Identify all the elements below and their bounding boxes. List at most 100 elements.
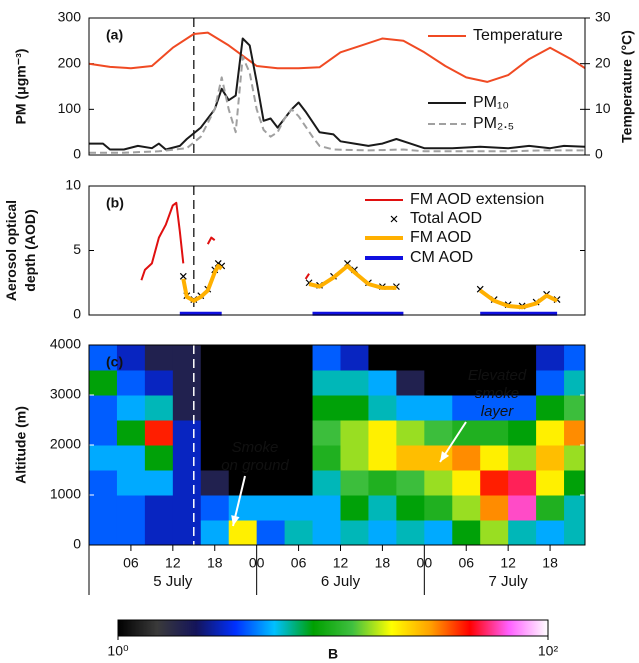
- heatmap-cell: [452, 345, 481, 371]
- heatmap-cell: [116, 370, 146, 396]
- x-tick-label: 06: [458, 555, 474, 571]
- y-tick-label: 0: [73, 146, 81, 162]
- heatmap-cell: [256, 345, 286, 371]
- heatmap-cell: [284, 470, 314, 496]
- heatmap-cell: [144, 470, 174, 496]
- heatmap-cell: [116, 495, 146, 521]
- legend-label: Total AOD: [410, 210, 482, 227]
- heatmap-cell: [228, 445, 258, 471]
- heatmap-cell: [452, 470, 481, 496]
- heatmap-cell: [340, 520, 369, 545]
- heatmap-cell: [144, 520, 174, 545]
- heatmap-cell: [116, 420, 146, 446]
- colorbar-label: B: [328, 646, 338, 662]
- plot-frame: [88, 344, 586, 546]
- legend-label: FM AOD: [410, 229, 471, 246]
- legend-label: PM₁₀: [473, 94, 509, 111]
- annotation-arrowhead: [231, 515, 240, 526]
- heatmap-cell: [200, 420, 230, 446]
- heatmap-cell: [480, 470, 509, 496]
- heatmap-cell: [564, 470, 585, 496]
- heatmap-cell: [536, 395, 565, 421]
- heatmap-cell: [228, 420, 258, 446]
- y-axis-title: Aerosol optical: [3, 200, 19, 301]
- heatmap-cell: [172, 345, 202, 371]
- heatmap-cell: [312, 520, 341, 545]
- heatmap-cell: [284, 370, 314, 396]
- heatmap-cell: [508, 470, 537, 496]
- series-line: [89, 37, 586, 151]
- heatmap-cell: [144, 445, 174, 471]
- day-label: 5 July: [153, 573, 193, 590]
- heatmap-cell: [172, 370, 202, 396]
- y-tick-label: 10: [65, 177, 81, 193]
- annotation: layer: [481, 403, 515, 420]
- heatmap-cell: [480, 445, 509, 471]
- heatmap-cell: [89, 345, 118, 371]
- series-line: [89, 55, 585, 154]
- y2-axis-title: Temperature (°C): [619, 30, 635, 143]
- heatmap-cell: [396, 370, 425, 396]
- heatmap-cell: [424, 345, 453, 371]
- heatmap-cell: [172, 470, 202, 496]
- heatmap-cell: [424, 395, 453, 421]
- annotation: on ground: [221, 457, 289, 474]
- heatmap-cell: [424, 370, 453, 396]
- heatmap-cell: [564, 495, 585, 521]
- heatmap-cell: [564, 395, 585, 421]
- heatmap-cell: [508, 370, 537, 396]
- heatmap-cell: [396, 420, 425, 446]
- annotation: Smoke: [232, 439, 279, 456]
- heatmap-cell: [340, 420, 369, 446]
- y-tick-label: 5: [73, 241, 81, 257]
- series-line: [88, 31, 586, 83]
- panel-label: (c): [106, 354, 123, 370]
- heatmap-cell: [368, 470, 397, 496]
- x-tick-label: 12: [165, 555, 181, 571]
- heatmap-cell: [368, 395, 397, 421]
- x-tick-label: 06: [291, 555, 307, 571]
- heatmap-cell: [396, 345, 425, 371]
- heatmap-cell: [200, 370, 230, 396]
- heatmap-cell: [89, 445, 118, 471]
- heatmap-cell: [312, 470, 341, 496]
- heatmap-cell: [284, 345, 314, 371]
- heatmap-cell: [340, 495, 369, 521]
- day-label: 7 July: [489, 573, 529, 590]
- heatmap-cell: [564, 370, 585, 396]
- heatmap-cell: [508, 495, 537, 521]
- x-tick-label: 06: [123, 555, 139, 571]
- series-line: [181, 264, 558, 310]
- heatmap-cell: [284, 420, 314, 446]
- legend-marker: [390, 215, 398, 223]
- heatmap-cell: [89, 370, 118, 396]
- heatmap-cell: [368, 520, 397, 545]
- heatmap-cell: [452, 395, 481, 421]
- heatmap-cell: [564, 445, 585, 471]
- series-line: [140, 201, 310, 281]
- panel-label: (a): [106, 27, 123, 43]
- heatmap-cell: [536, 370, 565, 396]
- legend-label: CM AOD: [410, 249, 473, 266]
- panel-label: (b): [106, 195, 124, 211]
- heatmap-cell: [424, 420, 453, 446]
- heatmap-cell: [116, 445, 146, 471]
- heatmap-cell: [116, 345, 146, 371]
- heatmap-cell: [256, 370, 286, 396]
- y2-tick-label: 10: [595, 100, 611, 116]
- y-tick-label: 0: [73, 536, 81, 552]
- heatmap-cell: [200, 470, 230, 496]
- heatmap-cell: [256, 420, 286, 446]
- heatmap-cell: [340, 445, 369, 471]
- heatmap-cell: [312, 345, 341, 371]
- y-tick-label: 200: [58, 54, 82, 70]
- heatmap-cell: [452, 370, 481, 396]
- y2-tick-label: 20: [595, 54, 611, 70]
- heatmap-cell: [116, 395, 146, 421]
- y-tick-label: 1000: [50, 486, 81, 502]
- heatmap-cell: [89, 395, 118, 421]
- heatmap-cell: [200, 445, 230, 471]
- heatmap-cell: [116, 470, 146, 496]
- heatmap-cell: [228, 395, 258, 421]
- heatmap-cell: [396, 520, 425, 545]
